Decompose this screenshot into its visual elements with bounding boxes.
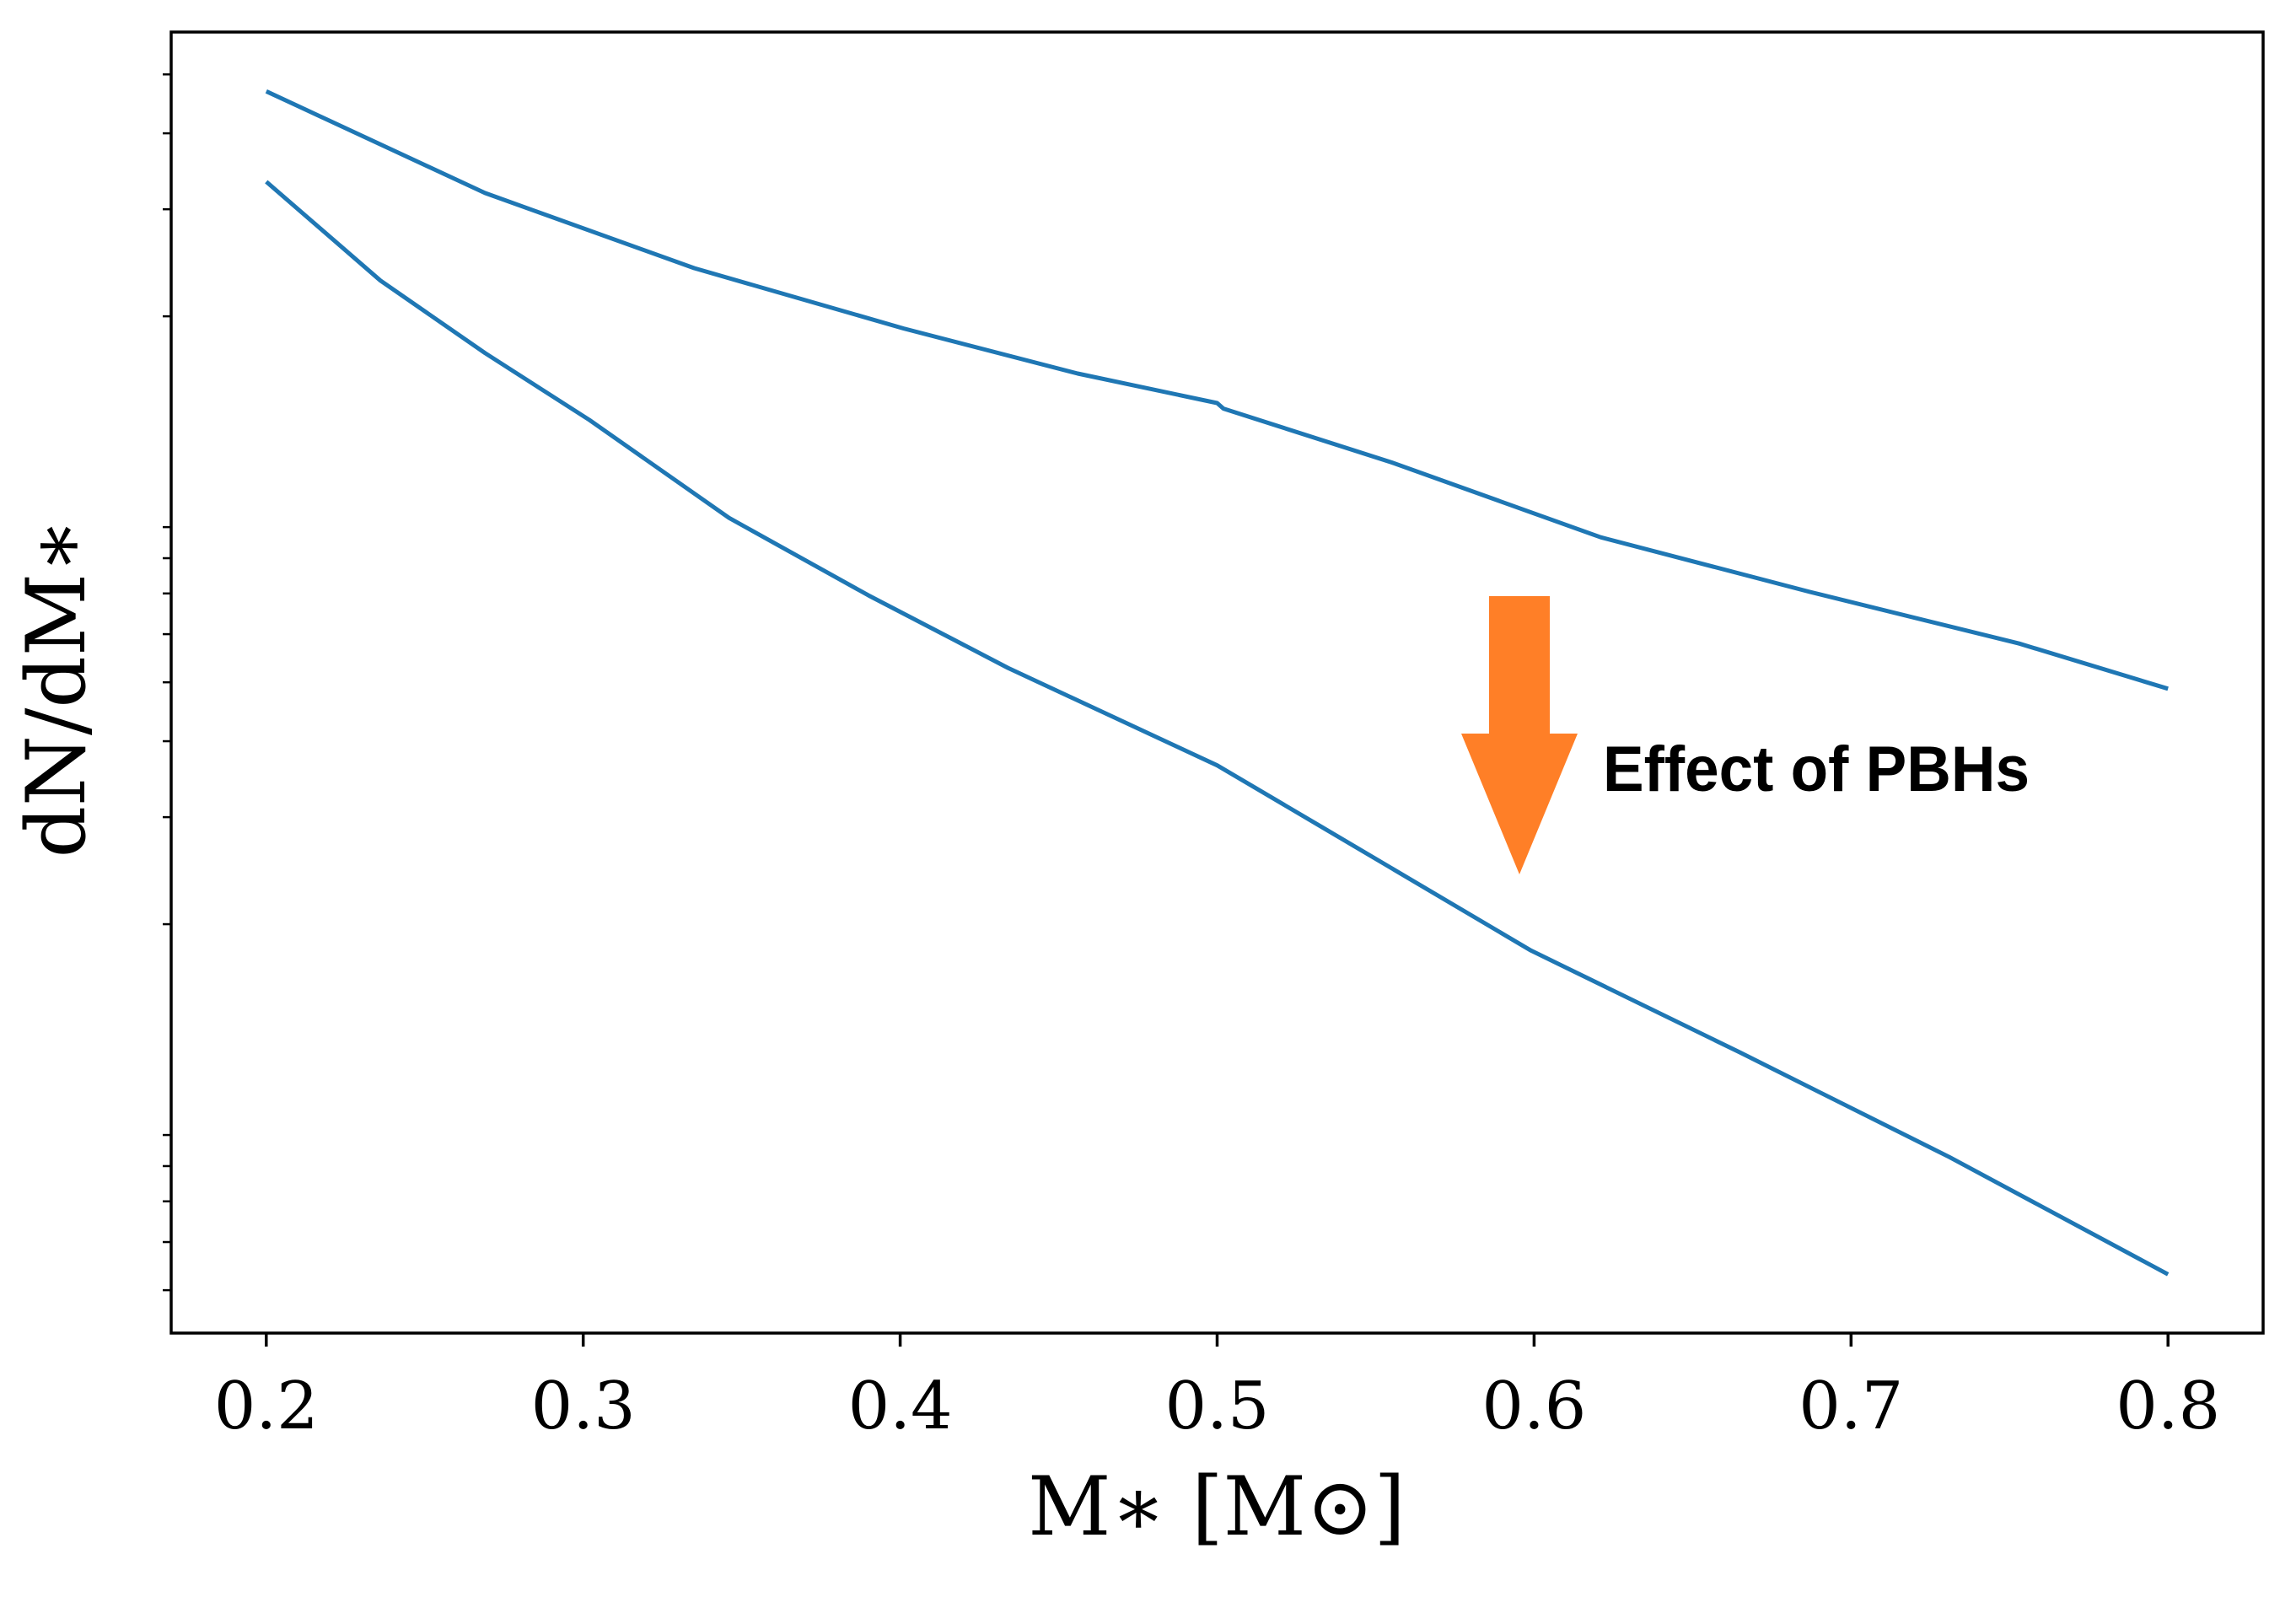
annotation-text: Effect of PBHs	[1603, 734, 2030, 805]
x-tick-label: 0.2	[214, 1368, 319, 1444]
x-tick-label: 0.8	[2116, 1368, 2220, 1444]
x-tick-label: 0.3	[531, 1368, 636, 1444]
x-tick-label: 0.5	[1164, 1368, 1269, 1444]
x-tick-label: 0.4	[848, 1368, 953, 1444]
x-tick-label: 0.6	[1481, 1368, 1586, 1444]
y-axis-label: dN/dM∗	[9, 519, 104, 858]
axes-frame	[169, 30, 2265, 1335]
series-line-1	[265, 89, 2169, 691]
tick-layer: 0.2 0.3 0.4 0.5 0.6 0.7 0.8	[163, 73, 2220, 1444]
series-layer	[265, 89, 2170, 1277]
series-line-2	[265, 180, 2170, 1277]
x-tick-label: 0.7	[1799, 1368, 1903, 1444]
x-axis-label: M∗ [M⊙]	[1028, 1460, 1406, 1554]
effect-annotation: Effect of PBHs	[1461, 596, 2030, 874]
down-arrow-icon	[1461, 596, 1578, 874]
